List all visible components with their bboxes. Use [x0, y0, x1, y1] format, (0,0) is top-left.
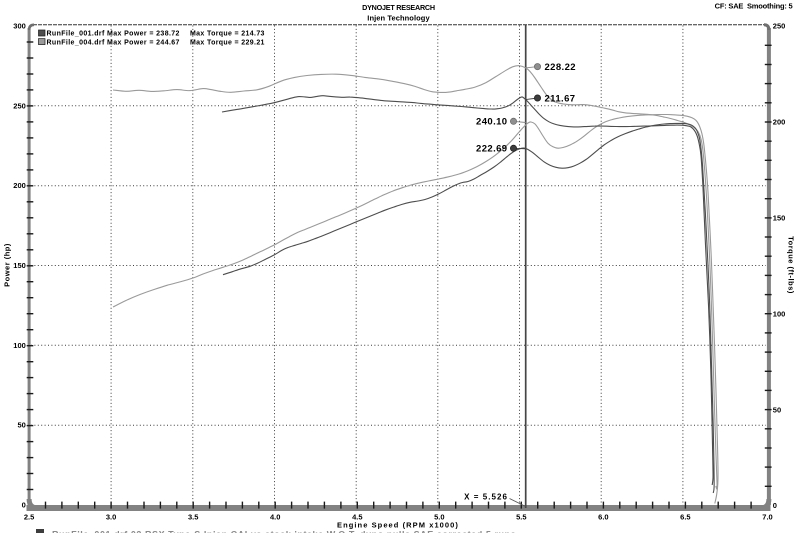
- svg-text:200: 200: [773, 118, 786, 127]
- svg-text:228.22: 228.22: [545, 62, 576, 73]
- svg-text:222.69: 222.69: [476, 144, 507, 155]
- svg-text:6.5: 6.5: [680, 512, 690, 521]
- svg-text:100: 100: [773, 309, 786, 318]
- svg-text:Injen Technology: Injen Technology: [367, 13, 430, 22]
- svg-text:X = 5.526: X = 5.526: [464, 493, 508, 502]
- svg-text:250: 250: [773, 22, 786, 31]
- svg-text:0: 0: [22, 501, 26, 510]
- svg-text:Max Torque = 229.21: Max Torque = 229.21: [190, 39, 265, 46]
- svg-text:RunFile_004.drf Max Power = 24: RunFile_004.drf Max Power = 244.67: [47, 39, 180, 46]
- svg-text:150: 150: [13, 261, 26, 270]
- svg-text:Max Torque = 214.73: Max Torque = 214.73: [190, 31, 265, 38]
- svg-text:100: 100: [13, 341, 26, 350]
- svg-text:CF: SAE Smoothing: 5: CF: SAE Smoothing: 5: [715, 2, 793, 11]
- svg-text:RunFile_001.drf Max Power = 23: RunFile_001.drf Max Power = 238.72: [47, 31, 180, 38]
- svg-text:RunFile_001.drf 02 RSX Type-S: RunFile_001.drf 02 RSX Type-S Injen CAI …: [52, 530, 516, 534]
- svg-text:5.5: 5.5: [516, 512, 526, 521]
- svg-text:2.5: 2.5: [24, 512, 34, 521]
- svg-text:240.10: 240.10: [476, 117, 507, 128]
- svg-text:4.0: 4.0: [270, 512, 280, 521]
- svg-text:7.0: 7.0: [762, 512, 772, 521]
- svg-text:150: 150: [773, 214, 786, 223]
- svg-text:200: 200: [13, 181, 26, 190]
- svg-text:6.0: 6.0: [598, 512, 608, 521]
- svg-text:DYNOJET RESEARCH: DYNOJET RESEARCH: [362, 3, 435, 12]
- svg-text:Torque (ft-lbs): Torque (ft-lbs): [787, 236, 796, 294]
- svg-text:Engine Speed (RPM x1000): Engine Speed (RPM x1000): [337, 520, 459, 529]
- svg-text:211.67: 211.67: [545, 93, 576, 104]
- svg-text:300: 300: [13, 22, 26, 31]
- svg-text:3.5: 3.5: [188, 512, 198, 521]
- svg-text:3.0: 3.0: [106, 512, 116, 521]
- svg-text:0: 0: [773, 501, 777, 510]
- svg-text:4.5: 4.5: [352, 512, 362, 521]
- svg-text:Power (hp): Power (hp): [3, 243, 12, 287]
- svg-text:50: 50: [773, 405, 781, 414]
- svg-text:5.0: 5.0: [434, 512, 444, 521]
- svg-text:250: 250: [13, 101, 26, 110]
- svg-text:50: 50: [17, 421, 25, 430]
